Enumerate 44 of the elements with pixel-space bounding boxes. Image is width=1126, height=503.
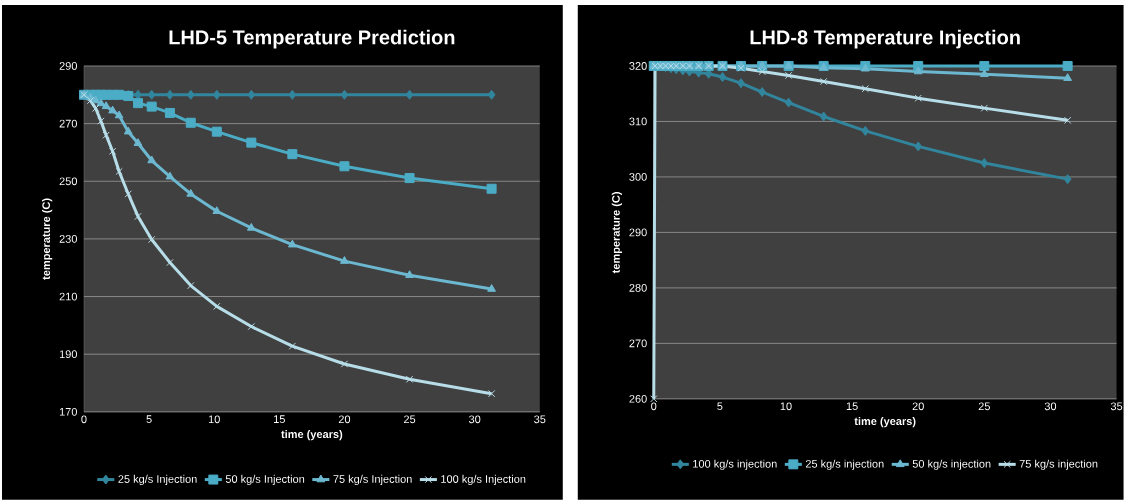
x-tick-label: 30: [468, 415, 481, 424]
x-tick-label: 35: [1110, 402, 1123, 411]
x-tick-label: 15: [846, 402, 858, 411]
y-tick-label: 300: [629, 173, 647, 181]
y-tick-label: 170: [59, 408, 77, 416]
x-tick-label: 20: [912, 402, 924, 411]
y-tick-label: 210: [59, 292, 77, 301]
x-tick-label: 0: [651, 402, 657, 411]
x-tick-label: 30: [1044, 402, 1057, 411]
legend-label: 75 kg/s injection: [1019, 459, 1098, 470]
x-tick-label: 35: [534, 415, 546, 424]
legend-label: 75 kg/s Injection: [333, 474, 412, 486]
x-tick-label: 10: [780, 402, 792, 411]
y-tick-label: 270: [59, 119, 77, 128]
y-tick-label: 290: [629, 228, 647, 237]
y-tick-label: 260: [629, 395, 647, 403]
y-tick-label: 230: [59, 235, 77, 243]
x-tick-label: 0: [81, 415, 87, 424]
legend-label: 100 kg/s injection: [693, 459, 777, 470]
x-tick-label: 5: [717, 402, 723, 411]
y-axis-title: temperature (C): [611, 192, 622, 274]
y-tick-label: 270: [629, 339, 647, 348]
x-tick-label: 20: [338, 415, 351, 424]
x-tick-label: 10: [208, 415, 220, 424]
chart-title: LHD-5 Temperature Prediction: [169, 29, 455, 49]
legend-label: 50 kg/s injection: [912, 459, 991, 470]
legend-label: 25 kg/s injection: [805, 459, 884, 470]
x-tick-label: 25: [403, 415, 416, 424]
legend-label: 25 kg/s Injection: [118, 474, 197, 486]
legend-label: 100 kg/s Injection: [441, 474, 526, 486]
y-tick-label: 310: [629, 117, 647, 126]
x-axis-title: time (years): [281, 430, 343, 441]
legend-label: 50 kg/s Injection: [225, 474, 305, 486]
y-tick-label: 290: [59, 62, 77, 70]
x-tick-label: 15: [274, 415, 285, 424]
y-axis-title: temperature (C): [41, 198, 53, 280]
y-tick-label: 320: [629, 62, 647, 70]
x-tick-label: 5: [146, 415, 152, 424]
y-tick-label: 280: [629, 284, 647, 292]
x-axis-title: time (years): [854, 417, 916, 428]
x-tick-label: 25: [978, 402, 990, 411]
y-tick-label: 190: [59, 350, 77, 359]
y-tick-label: 250: [59, 177, 77, 186]
chart-title: LHD-8 Temperature Injection: [750, 29, 1020, 49]
